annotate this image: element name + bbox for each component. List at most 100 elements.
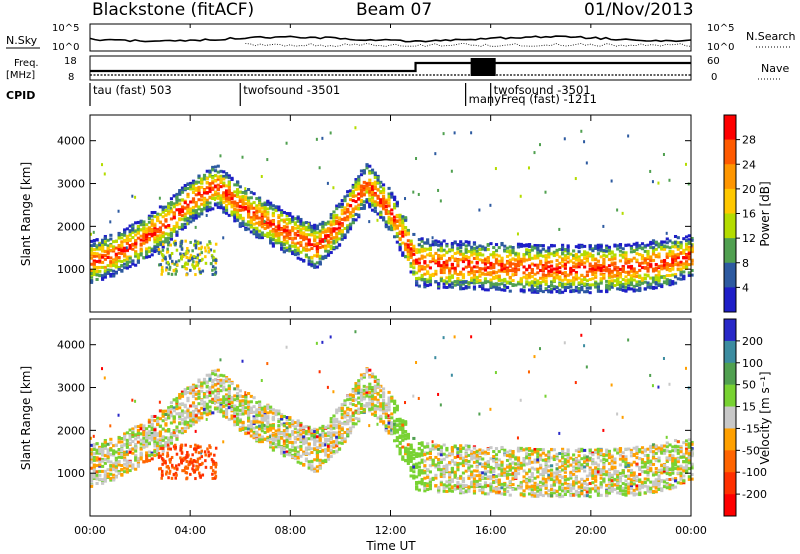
power-cell: [165, 268, 168, 272]
power-cell: [503, 249, 507, 253]
power-cell: [128, 233, 132, 237]
power-cell: [92, 251, 96, 255]
power-cell: [393, 202, 397, 206]
power-cell: [448, 248, 452, 252]
velocity-cell: [167, 429, 171, 433]
power-cell: [494, 258, 499, 262]
power-cell: [277, 236, 281, 240]
power-cell: [616, 282, 620, 286]
power-cell: [464, 250, 468, 254]
power-cell: [406, 243, 410, 247]
power-cell: [258, 207, 262, 211]
velocity-cell: [136, 461, 140, 465]
power-cell: [643, 244, 647, 248]
velocity-cell: [222, 411, 226, 415]
power-cell: [205, 202, 209, 206]
velocity-cell: [227, 380, 231, 384]
velocity-cell: [123, 458, 127, 462]
power-cell: [205, 191, 209, 195]
power-cell: [690, 236, 694, 240]
power-cell: [632, 256, 636, 260]
power-cell: [109, 274, 113, 278]
power-cell: [613, 279, 617, 283]
power-cell: [142, 232, 146, 236]
power-cell: [525, 280, 529, 284]
power-cell: [555, 267, 559, 271]
power-cell: [572, 282, 576, 286]
power-cell: [423, 278, 427, 282]
power-cell: [277, 224, 281, 228]
power-cell: [445, 264, 449, 268]
velocity-cell: [241, 421, 245, 425]
velocity-cell: [164, 441, 168, 445]
power-cell: [621, 288, 625, 292]
power-cell: [370, 190, 375, 194]
power-cell: [178, 192, 182, 196]
power-cell: [145, 233, 149, 237]
power-cell: [561, 260, 565, 264]
velocity-cell: [216, 399, 220, 403]
power-cell: [205, 207, 209, 211]
power-cell: [585, 161, 588, 165]
power-cell: [266, 216, 270, 220]
power-cell: [139, 243, 143, 247]
power-cell: [651, 246, 656, 250]
power-cell: [315, 226, 320, 230]
power-cell: [227, 189, 231, 193]
power-cell: [206, 243, 209, 247]
power-cell: [230, 194, 234, 198]
power-cell: [651, 286, 656, 290]
power-cell: [459, 252, 463, 256]
power-cell: [266, 202, 270, 206]
velocity-cell: [158, 434, 163, 438]
power-cell: [202, 197, 207, 201]
power-cell: [346, 203, 350, 207]
velocity-cell: [92, 452, 96, 456]
power-cell: [106, 256, 110, 260]
velocity-cell: [103, 473, 107, 477]
power-cell: [563, 256, 567, 260]
power-cell: [530, 268, 534, 272]
power-cell: [274, 205, 278, 209]
power-cell: [445, 251, 449, 255]
power-cell: [475, 275, 479, 279]
power-cell: [230, 200, 234, 204]
velocity-cell: [161, 435, 165, 439]
power-cell: [117, 236, 121, 240]
power-cell: [591, 258, 595, 262]
power-cell: [175, 260, 178, 264]
power-cell: [662, 152, 665, 156]
power-cell: [583, 244, 587, 248]
power-cell: [401, 215, 405, 219]
velocity-cell: [194, 392, 198, 396]
power-cell: [494, 253, 499, 257]
velocity-cell: [92, 458, 96, 462]
power-cell: [318, 262, 322, 266]
power-cell: [296, 248, 300, 252]
velocity-cell: [260, 437, 264, 441]
velocity-cell: [200, 389, 204, 393]
power-cell: [282, 225, 286, 229]
power-cell: [357, 182, 361, 186]
power-cell: [530, 256, 534, 260]
power-cell: [384, 204, 388, 208]
power-cell: [618, 267, 623, 271]
power-cell: [483, 272, 488, 276]
power-cell: [288, 220, 292, 224]
power-cell: [263, 212, 267, 216]
power-cell: [459, 283, 463, 287]
power-cell: [605, 269, 609, 273]
power-cell: [442, 239, 446, 243]
velocity-cell: [205, 390, 209, 394]
power-cell: [191, 209, 196, 213]
power-y-axis-label: Slant Range [km]: [19, 162, 33, 266]
power-cell: [544, 279, 548, 283]
power-cell: [489, 263, 493, 267]
power-cell: [145, 240, 149, 244]
power-cell: [610, 282, 614, 286]
power-cell: [112, 269, 116, 273]
velocity-cell: [263, 405, 267, 409]
power-cell: [393, 235, 397, 239]
velocity-cell: [260, 414, 264, 418]
power-cell: [260, 236, 264, 240]
